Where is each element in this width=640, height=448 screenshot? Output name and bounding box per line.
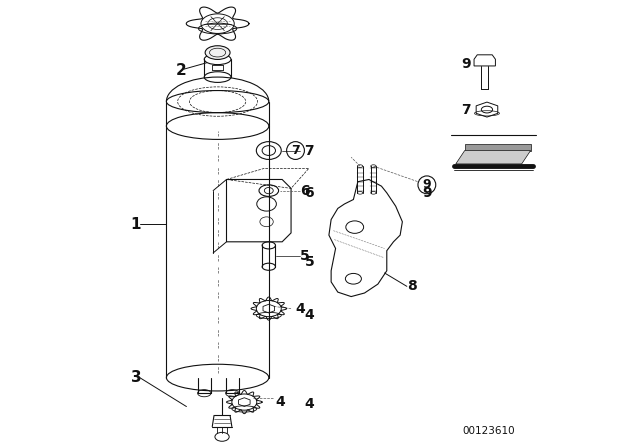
Text: 3: 3 <box>131 370 141 385</box>
Text: 8: 8 <box>407 280 417 293</box>
Text: 6: 6 <box>305 186 314 200</box>
Text: 00123610: 00123610 <box>463 426 515 436</box>
Text: 2: 2 <box>175 63 186 78</box>
Polygon shape <box>465 144 531 151</box>
Text: 5: 5 <box>300 249 310 263</box>
Text: 9: 9 <box>461 57 471 71</box>
Text: 4: 4 <box>305 308 314 322</box>
Text: 9: 9 <box>422 186 432 200</box>
Text: 9: 9 <box>422 178 431 191</box>
Text: 7: 7 <box>291 144 300 157</box>
Polygon shape <box>456 151 531 164</box>
Text: 4: 4 <box>296 302 305 315</box>
Text: 1: 1 <box>131 216 141 232</box>
Text: 4: 4 <box>275 395 285 409</box>
Text: 7: 7 <box>305 143 314 158</box>
Text: 6: 6 <box>300 184 310 198</box>
Text: 7: 7 <box>461 103 471 117</box>
Text: 5: 5 <box>305 255 314 269</box>
Ellipse shape <box>205 46 230 60</box>
Text: 4: 4 <box>305 397 314 411</box>
